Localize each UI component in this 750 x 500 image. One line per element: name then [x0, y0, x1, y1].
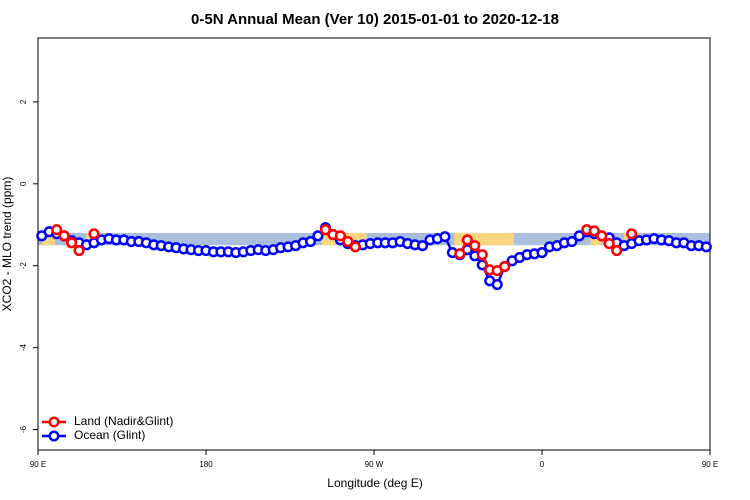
data-point [499, 260, 511, 273]
data-point [349, 241, 361, 253]
legend-marker [48, 430, 60, 442]
data-point [469, 240, 481, 252]
legend-label: Land (Nadir&Glint) [74, 414, 173, 428]
data-point [66, 237, 78, 249]
data-point [588, 225, 600, 237]
data-point [73, 245, 85, 257]
data-point [319, 224, 332, 236]
data-point [626, 228, 638, 240]
y-tick-label: -2 [19, 262, 28, 270]
land-band [590, 232, 602, 246]
x-tick-label: 0 [540, 460, 545, 469]
data-point [491, 278, 503, 291]
data-point [536, 247, 548, 259]
y-tick-label: 2 [19, 99, 28, 104]
data-point [439, 231, 451, 243]
data-point [58, 230, 70, 242]
chart-title: 0-5N Annual Mean (Ver 10) 2015-01-01 to … [191, 11, 559, 28]
data-point [454, 248, 466, 260]
legend-marker [48, 416, 60, 428]
y-tick-label: -6 [19, 425, 28, 433]
y-axis-title: XCO2 - MLO trend (ppm) [0, 177, 14, 312]
data-point [342, 235, 354, 248]
data-point [700, 241, 712, 253]
data-point [476, 249, 488, 261]
x-tick-label: 90 E [30, 460, 46, 469]
data-point [603, 238, 615, 250]
data-point [476, 259, 488, 271]
data-point [461, 234, 473, 246]
legend-label: Ocean (Glint) [74, 428, 145, 442]
data-point [566, 235, 578, 248]
x-tick-label: 180 [199, 460, 213, 469]
data-point [304, 235, 317, 248]
x-tick-label: 90 E [702, 460, 718, 469]
x-tick-label: 90 W [365, 460, 384, 469]
data-point [334, 230, 346, 242]
data-point [312, 230, 324, 242]
y-tick-label: 0 [19, 181, 28, 186]
y-tick-label: -4 [19, 344, 28, 352]
x-axis-title: Longitude (deg E) [327, 476, 422, 490]
data-point [416, 240, 429, 252]
data-point [611, 245, 623, 257]
data-point [596, 230, 608, 242]
data-point [88, 228, 100, 240]
data-point [51, 224, 63, 236]
